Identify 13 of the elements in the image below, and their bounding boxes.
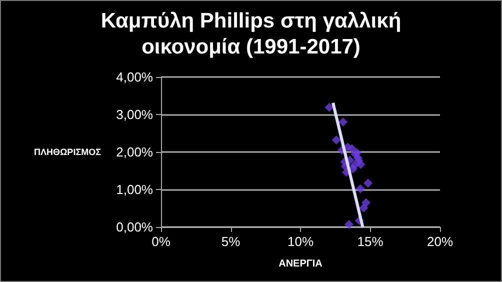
y-tick-label: 2,00% <box>116 144 154 160</box>
y-tick-label: 3,00% <box>116 107 154 122</box>
x-tick-label: 20% <box>426 234 454 249</box>
x-tick-label: 10% <box>287 234 314 249</box>
chart-title: Καμπύλη Phillips στη γαλλική οικονομία (1991-2017) <box>100 10 402 58</box>
x-tick-label: 5% <box>221 234 241 249</box>
x-tick-label: 0% <box>152 234 171 249</box>
y-axis-title: ΠΛΗΘΩΡΙΣΜΟΣ <box>34 147 102 157</box>
y-tick-label: 4,00% <box>116 70 154 84</box>
y-tick-label: 1,00% <box>116 182 154 197</box>
x-axis-title: ΑΝΕΡΓΙΑ <box>278 258 322 270</box>
y-tick-label: 0,00% <box>116 220 154 234</box>
x-tick-label: 15% <box>357 234 384 249</box>
